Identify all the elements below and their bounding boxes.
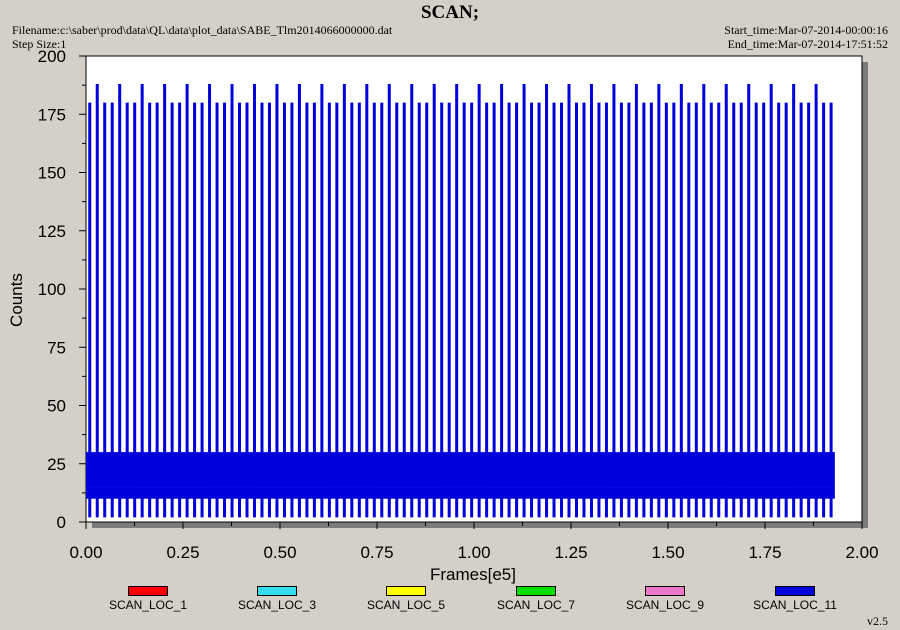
series-band-low (86, 487, 835, 499)
x-tick-label: 1.25 (554, 543, 587, 562)
y-tick-label: 150 (38, 164, 66, 183)
legend-item-scan-loc-9: SCAN_LOC_9 (600, 586, 730, 612)
start-time-text: Start_time:Mar-07-2014-00:00:16 (724, 23, 888, 37)
x-tick-label: 2.00 (845, 543, 878, 562)
legend: SCAN_LOC_1 SCAN_LOC_3 SCAN_LOC_5 SCAN_LO… (0, 586, 900, 618)
step-size-text: Step Size:1 (12, 37, 67, 51)
chart-canvas: 0.00 0.25 0.50 0.75 1.00 1.25 1.50 1.75 2.00 0 25 5… (7, 47, 879, 584)
legend-swatch (645, 586, 685, 596)
x-tick-label: 0.00 (69, 543, 102, 562)
end-time-text: End_time:Mar-07-2014-17:51:52 (727, 37, 888, 51)
legend-swatch (257, 586, 297, 596)
legend-label: SCAN_LOC_11 (753, 598, 837, 612)
x-tick-label: 0.25 (166, 543, 199, 562)
y-tick-label: 0 (57, 513, 66, 532)
x-tick-label: 1.50 (651, 543, 684, 562)
y-tick-label: 175 (38, 105, 66, 124)
legend-label: SCAN_LOC_3 (237, 598, 317, 612)
file-info: Filename:c:\saber\prod\data\QL\data\plot… (12, 23, 392, 51)
series-band-dense (86, 452, 835, 488)
y-axis-title: Counts (7, 273, 26, 327)
legend-swatch (386, 586, 426, 596)
legend-label: SCAN_LOC_5 (366, 598, 446, 612)
legend-item-scan-loc-11: SCAN_LOC_11 (730, 586, 860, 612)
legend-item-scan-loc-1: SCAN_LOC_1 (83, 586, 213, 612)
legend-item-scan-loc-3: SCAN_LOC_3 (212, 586, 342, 612)
x-tick-label: 1.00 (457, 543, 490, 562)
series-layer (86, 83, 835, 518)
x-tick-label: 0.50 (263, 543, 296, 562)
legend-swatch (775, 586, 815, 596)
y-tick-label: 25 (47, 455, 66, 474)
legend-swatch (128, 586, 168, 596)
legend-item-scan-loc-5: SCAN_LOC_5 (341, 586, 471, 612)
time-info: Start_time:Mar-07-2014-00:00:16 End_time… (724, 23, 888, 51)
legend-label: SCAN_LOC_7 (496, 598, 576, 612)
y-tick-label: 75 (47, 338, 66, 357)
y-tick-label: 125 (38, 222, 66, 241)
legend-item-scan-loc-7: SCAN_LOC_7 (471, 586, 601, 612)
legend-label: SCAN_LOC_9 (625, 598, 705, 612)
y-tick-label: 200 (38, 47, 66, 66)
y-tick-label: 50 (47, 397, 66, 416)
x-tick-label: 0.75 (360, 543, 393, 562)
legend-swatch (516, 586, 556, 596)
axis-layer: 0.00 0.25 0.50 0.75 1.00 1.25 1.50 1.75 2.00 0 25 5… (38, 47, 879, 562)
x-axis-title: Frames[e5] (430, 565, 516, 584)
legend-label: SCAN_LOC_1 (108, 598, 188, 612)
filename-text: Filename:c:\saber\prod\data\QL\data\plot… (12, 23, 393, 37)
chart-title: SCAN; (420, 2, 480, 23)
y-tick-label: 100 (38, 280, 66, 299)
x-tick-label: 1.75 (748, 543, 781, 562)
version-label: v2.5 (867, 614, 888, 628)
